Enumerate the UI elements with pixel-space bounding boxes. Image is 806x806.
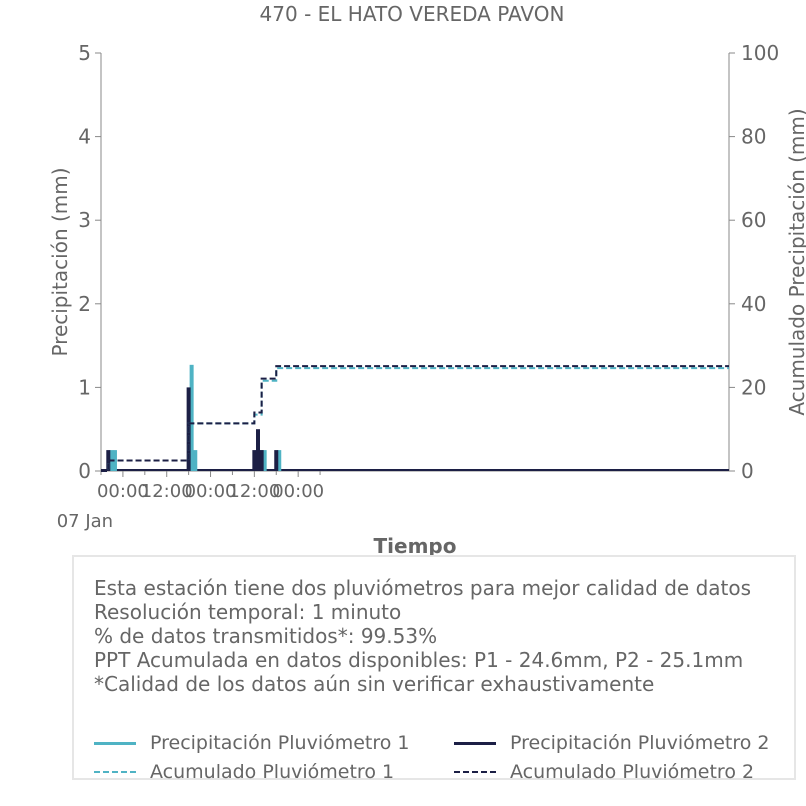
legend-swatch (94, 771, 136, 773)
precip-bar (252, 450, 257, 471)
precip-bar (256, 429, 260, 471)
legend-item-cum-p2: Acumulado Pluviómetro 2 (454, 758, 754, 786)
legend-item-precip-p1: Precipitación Pluviómetro 1 (94, 729, 410, 757)
info-box: Esta estación tiene dos pluviómetros par… (72, 555, 796, 783)
precip-bar (189, 364, 194, 471)
x-tick-sublabel: 07 Jan (57, 511, 113, 532)
y-tick-label-right: 60 (741, 208, 766, 232)
precip-bar (277, 450, 282, 471)
precip-bar (106, 450, 111, 471)
x-tick-label: 00:00 (97, 481, 149, 502)
y-tick-label-left: 5 (78, 41, 91, 65)
legend-swatch (94, 741, 136, 745)
legend-label: Precipitación Pluviómetro 1 (150, 732, 410, 754)
y-tick-label-left: 1 (78, 375, 91, 399)
x-axis-label: Tiempo (374, 534, 457, 558)
legend-swatch (454, 771, 496, 773)
legend-label: Acumulado Pluviómetro 1 (150, 761, 395, 783)
y-tick-label-right: 0 (741, 459, 754, 483)
y-tick-label-right: 100 (741, 41, 779, 65)
precip-bar (259, 450, 264, 471)
y-tick-label-right: 40 (741, 292, 766, 316)
info-line-quality-note: *Calidad de los datos aún sin verificar … (94, 672, 655, 696)
x-tick-label: 00:00 (272, 481, 324, 502)
precip-bar (262, 450, 267, 471)
precip-bar (112, 450, 117, 471)
y-axis-label-right: Acumulado Precipitación (mm) (785, 108, 806, 415)
legend-label: Acumulado Pluviómetro 2 (510, 761, 755, 783)
y-tick-label-right: 80 (741, 125, 766, 149)
y-tick-label-left: 2 (78, 292, 91, 316)
x-tick-label: 12:00 (141, 481, 193, 502)
info-line-dual-gauge: Esta estación tiene dos pluviómetros par… (94, 576, 752, 600)
x-tick-label: 12:00 (228, 481, 280, 502)
chart-title: 470 - EL HATO VEREDA PAVON (260, 2, 565, 26)
y-tick-label-left: 0 (78, 459, 91, 483)
info-line-transmitted: % de datos transmitidos*: 99.53% (94, 624, 438, 648)
legend-swatch (454, 741, 496, 745)
y-tick-label-left: 4 (78, 125, 91, 149)
y-tick-label-left: 3 (78, 208, 91, 232)
x-tick-label: 00:00 (185, 481, 237, 502)
info-line-resolution: Resolución temporal: 1 minuto (94, 600, 402, 624)
legend-item-cum-p1: Acumulado Pluviómetro 1 (94, 758, 394, 786)
legend-label: Precipitación Pluviómetro 2 (510, 732, 770, 754)
precip-bar (274, 450, 279, 471)
y-axis-label-left: Precipitación (mm) (48, 167, 72, 356)
bar-layer (101, 364, 729, 471)
precip-bar (193, 450, 198, 471)
y-tick-label-right: 20 (741, 375, 766, 399)
legend-item-precip-p2: Precipitación Pluviómetro 2 (454, 729, 770, 757)
info-line-accumulated: PPT Acumulada en datos disponibles: P1 -… (94, 648, 744, 672)
